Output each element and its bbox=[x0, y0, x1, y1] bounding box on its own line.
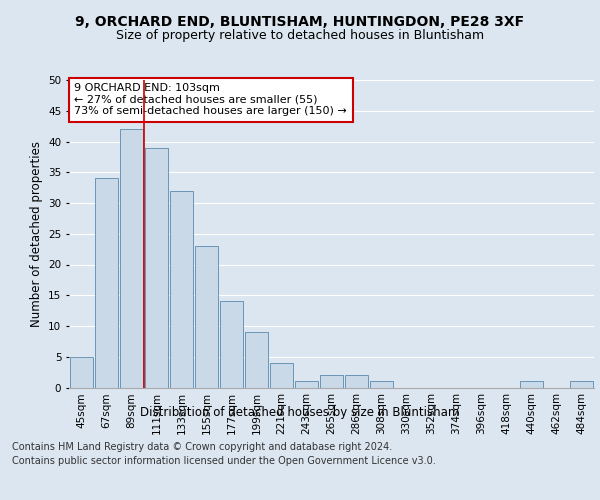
Text: 9 ORCHARD END: 103sqm
← 27% of detached houses are smaller (55)
73% of semi-deta: 9 ORCHARD END: 103sqm ← 27% of detached … bbox=[74, 83, 347, 116]
Bar bbox=[245, 332, 268, 388]
Text: Distribution of detached houses by size in Bluntisham: Distribution of detached houses by size … bbox=[140, 406, 460, 419]
Bar bbox=[120, 129, 143, 388]
Bar bbox=[220, 302, 243, 388]
Text: 9, ORCHARD END, BLUNTISHAM, HUNTINGDON, PE28 3XF: 9, ORCHARD END, BLUNTISHAM, HUNTINGDON, … bbox=[76, 14, 524, 28]
Bar bbox=[320, 375, 343, 388]
Text: Contains HM Land Registry data © Crown copyright and database right 2024.
Contai: Contains HM Land Registry data © Crown c… bbox=[12, 442, 436, 466]
Bar bbox=[345, 375, 368, 388]
Bar bbox=[270, 363, 293, 388]
Bar bbox=[295, 382, 318, 388]
Bar bbox=[195, 246, 218, 388]
Bar bbox=[570, 382, 593, 388]
Bar bbox=[145, 148, 168, 388]
Bar bbox=[520, 382, 543, 388]
Bar bbox=[95, 178, 118, 388]
Y-axis label: Number of detached properties: Number of detached properties bbox=[29, 141, 43, 327]
Bar bbox=[70, 357, 93, 388]
Text: Size of property relative to detached houses in Bluntisham: Size of property relative to detached ho… bbox=[116, 28, 484, 42]
Bar bbox=[370, 382, 393, 388]
Bar bbox=[170, 190, 193, 388]
